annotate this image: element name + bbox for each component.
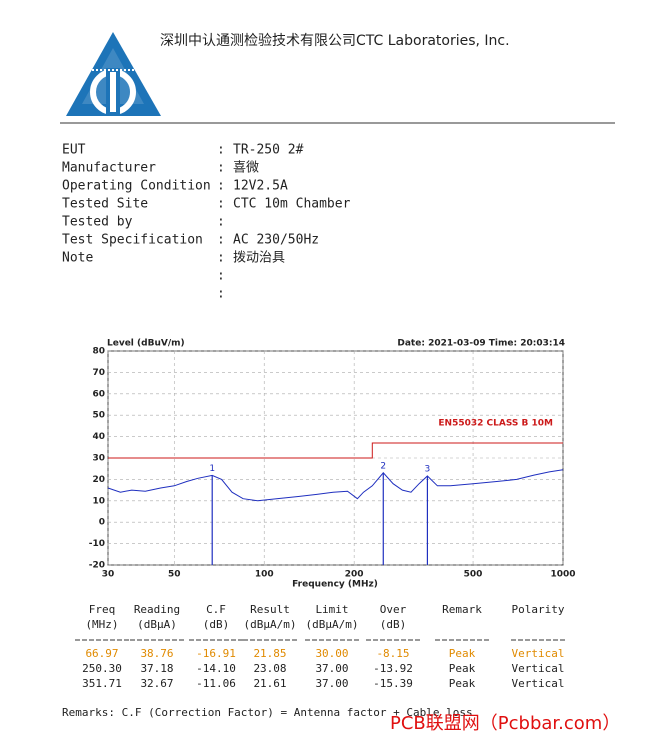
column-unit: (dBµA/m) [306, 618, 359, 631]
info-label: Operating Condition [62, 179, 211, 194]
info-separator: : [217, 215, 225, 230]
remarks: Remarks: C.F (Correction Factor) = Anten… [62, 706, 473, 719]
y-tick-label: 50 [92, 411, 105, 421]
info-value: 12V2.5A [233, 179, 288, 194]
info-separator: : [217, 197, 225, 212]
info-separator: : [217, 251, 225, 266]
info-value: 拨动治具 [233, 251, 285, 266]
table-cell: Vertical [512, 677, 565, 690]
y-tick-label: 80 [92, 347, 105, 357]
table-cell: 32.67 [140, 677, 173, 690]
table-cell: 250.30 [82, 662, 122, 675]
info-value: TR-250 2# [233, 143, 304, 158]
info-label: Tested Site [62, 197, 148, 212]
y-tick-label: 0 [99, 518, 105, 528]
column-unit: (dB) [203, 618, 230, 631]
table-cell: 21.61 [253, 677, 286, 690]
table-cell: 66.97 [85, 647, 118, 660]
y-tick-label: 20 [92, 475, 105, 485]
info-separator: : [217, 179, 225, 194]
y-tick-label: 40 [92, 432, 105, 442]
info-label: Tested by [62, 215, 133, 230]
table-cell: -16.91 [196, 647, 236, 660]
column-header: Over [380, 603, 407, 616]
column-header: Remark [442, 603, 482, 616]
marker-label: 3 [425, 464, 431, 474]
info-value: 喜微 [233, 161, 259, 176]
table-cell: 37.18 [140, 662, 173, 675]
info-value: AC 230/50Hz [233, 233, 319, 248]
series-line [107, 469, 564, 502]
column-unit: (dBµA/m) [244, 618, 297, 631]
column-header: Reading [134, 603, 180, 616]
column-header: C.F [206, 603, 226, 616]
table-cell: Peak [449, 662, 476, 675]
table-cell: 38.76 [140, 647, 173, 660]
table-cell: 37.00 [315, 677, 348, 690]
column-unit: (dBµA) [137, 618, 177, 631]
info-label: Test Specification [62, 233, 203, 248]
y-tick-label: -10 [89, 539, 105, 549]
y-tick-label: 10 [92, 496, 105, 506]
logo [66, 32, 161, 116]
table-cell: -14.10 [196, 662, 236, 675]
table-cell: -15.39 [373, 677, 413, 690]
marker-label: 2 [380, 461, 386, 471]
info-label: Manufacturer [62, 161, 156, 176]
info-separator: : [217, 161, 225, 176]
column-header: Result [250, 603, 290, 616]
table-cell: 21.85 [253, 647, 286, 660]
info-separator: : [217, 143, 225, 158]
x-tick-label: 500 [464, 570, 483, 580]
table-cell: 23.08 [253, 662, 286, 675]
info-separator: : [217, 287, 225, 302]
table-cell: Vertical [512, 647, 565, 660]
y-tick-label: 30 [92, 454, 105, 464]
x-tick-label: 50 [168, 570, 181, 580]
table-cell: Peak [449, 647, 476, 660]
column-unit: (dB) [380, 618, 407, 631]
info-separator: : [217, 269, 225, 284]
column-unit: (MHz) [85, 618, 118, 631]
series-line [108, 442, 563, 459]
x-tick-label: 200 [345, 570, 364, 580]
table-cell: Vertical [512, 662, 565, 675]
chart-date: Date: 2021-03-09 Time: 20:03:14 [397, 339, 565, 349]
info-separator: : [217, 233, 225, 248]
x-tick-label: 1000 [550, 570, 575, 580]
x-tick-label: 100 [255, 570, 274, 580]
y-axis-label: Level (dBuV/m) [107, 339, 185, 349]
y-tick-label: -20 [89, 561, 105, 571]
table-cell: 37.00 [315, 662, 348, 675]
watermark: PCB联盟网（Pcbbar.com） [390, 713, 620, 734]
x-axis-label: Frequency (MHz) [292, 580, 378, 590]
table-cell: -13.92 [373, 662, 413, 675]
limit-label: EN55032 CLASS B 10M [438, 419, 553, 429]
y-tick-label: 60 [92, 389, 105, 399]
table-cell: Peak [449, 677, 476, 690]
company-name: 深圳中认通测检验技术有限公司CTC Laboratories, Inc. [160, 33, 510, 49]
column-header: Freq [89, 603, 116, 616]
column-header: Limit [315, 603, 348, 616]
column-header: Polarity [512, 603, 565, 616]
table-cell: -8.15 [376, 647, 409, 660]
x-tick-label: 30 [102, 570, 115, 580]
info-value: CTC 10m Chamber [233, 197, 351, 212]
table-cell: -11.06 [196, 677, 236, 690]
table-cell: 30.00 [315, 647, 348, 660]
info-label: EUT [62, 143, 86, 158]
info-label: Note [62, 251, 93, 266]
table-cell: 351.71 [82, 677, 122, 690]
marker-label: 1 [209, 464, 215, 474]
y-tick-label: 70 [92, 368, 105, 378]
